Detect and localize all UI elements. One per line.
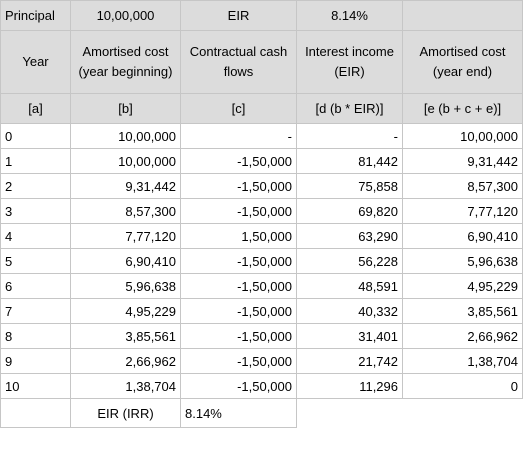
principal-row: Principal 10,00,000 EIR 8.14%: [0, 0, 523, 31]
year-cell: 10: [0, 373, 71, 399]
table-row: 1 10,00,000 -1,50,000 81,442 9,31,442: [0, 148, 523, 174]
interest-income-cell: 69,820: [296, 198, 403, 224]
amortised-end-cell: 7,77,120: [402, 198, 523, 224]
header-year: Year: [0, 30, 71, 94]
header-interest-income: Interest income (EIR): [296, 30, 403, 94]
year-cell: 1: [0, 148, 71, 174]
table-row: 8 3,85,561 -1,50,000 31,401 2,66,962: [0, 323, 523, 349]
amortised-begin-cell: 7,77,120: [70, 223, 181, 249]
year-cell: 0: [0, 123, 71, 149]
cash-flow-cell: -1,50,000: [180, 248, 297, 274]
principal-value: 10,00,000: [70, 0, 181, 31]
cash-flow-cell: -1,50,000: [180, 348, 297, 374]
interest-income-cell: 21,742: [296, 348, 403, 374]
amortised-end-cell: 6,90,410: [402, 223, 523, 249]
formula-c: [c]: [180, 93, 297, 124]
principal-row-empty-cell: [402, 0, 523, 31]
cash-flow-cell: -1,50,000: [180, 198, 297, 224]
year-cell: 3: [0, 198, 71, 224]
eir-value: 8.14%: [296, 0, 403, 31]
amortised-end-cell: 10,00,000: [402, 123, 523, 149]
amortised-begin-cell: 10,00,000: [70, 148, 181, 174]
amortised-begin-cell: 2,66,962: [70, 348, 181, 374]
eir-label: EIR: [180, 0, 297, 31]
interest-income-cell: 48,591: [296, 273, 403, 299]
interest-income-cell: 31,401: [296, 323, 403, 349]
header-contractual-cash-flows: Contractual cash flows: [180, 30, 297, 94]
year-cell: 8: [0, 323, 71, 349]
table-row: 6 5,96,638 -1,50,000 48,591 4,95,229: [0, 273, 523, 299]
formula-b: [b]: [70, 93, 181, 124]
amortised-end-cell: 5,96,638: [402, 248, 523, 274]
amortisation-table: Principal 10,00,000 EIR 8.14% Year Amort…: [0, 0, 523, 428]
year-cell: 6: [0, 273, 71, 299]
formula-d: [d (b * EIR)]: [296, 93, 403, 124]
cash-flow-cell: -1,50,000: [180, 373, 297, 399]
interest-income-cell: 11,296: [296, 373, 403, 399]
principal-label: Principal: [0, 0, 71, 31]
amortised-end-cell: 4,95,229: [402, 273, 523, 299]
interest-income-cell: 81,442: [296, 148, 403, 174]
interest-income-cell: 40,332: [296, 298, 403, 324]
cash-flow-cell: -1,50,000: [180, 273, 297, 299]
table-row: 7 4,95,229 -1,50,000 40,332 3,85,561: [0, 298, 523, 324]
amortised-end-cell: 3,85,561: [402, 298, 523, 324]
table-row: 3 8,57,300 -1,50,000 69,820 7,77,120: [0, 198, 523, 224]
amortised-begin-cell: 1,38,704: [70, 373, 181, 399]
amortised-begin-cell: 5,96,638: [70, 273, 181, 299]
table-row: 2 9,31,442 -1,50,000 75,858 8,57,300: [0, 173, 523, 199]
cash-flow-cell: -1,50,000: [180, 173, 297, 199]
table-row: 10 1,38,704 -1,50,000 11,296 0: [0, 373, 523, 399]
eir-footer-row: EIR (IRR) 8.14%: [0, 398, 523, 428]
table-row: 9 2,66,962 -1,50,000 21,742 1,38,704: [0, 348, 523, 374]
column-header-row: Year Amortised cost (year beginning) Con…: [0, 30, 523, 94]
amortised-begin-cell: 10,00,000: [70, 123, 181, 149]
cash-flow-cell: -1,50,000: [180, 148, 297, 174]
interest-income-cell: 56,228: [296, 248, 403, 274]
header-amortised-cost-end: Amortised cost (year end): [402, 30, 523, 94]
eir-irr-label: EIR (IRR): [70, 398, 181, 428]
formula-row: [a] [b] [c] [d (b * EIR)] [e (b + c + e)…: [0, 93, 523, 124]
amortised-begin-cell: 4,95,229: [70, 298, 181, 324]
amortised-end-cell: 0: [402, 373, 523, 399]
interest-income-cell: -: [296, 123, 403, 149]
year-cell: 5: [0, 248, 71, 274]
amortised-begin-cell: 9,31,442: [70, 173, 181, 199]
year-cell: 7: [0, 298, 71, 324]
eir-irr-value: 8.14%: [180, 398, 297, 428]
amortised-begin-cell: 8,57,300: [70, 198, 181, 224]
amortised-end-cell: 1,38,704: [402, 348, 523, 374]
amortised-begin-cell: 6,90,410: [70, 248, 181, 274]
header-amortised-cost-beginning: Amortised cost (year beginning): [70, 30, 181, 94]
amortised-begin-cell: 3,85,561: [70, 323, 181, 349]
table-row: 0 10,00,000- -10,00,000: [0, 123, 523, 149]
table-row: 5 6,90,410 -1,50,000 56,228 5,96,638: [0, 248, 523, 274]
table-row: 4 7,77,120 1,50,000 63,290 6,90,410: [0, 223, 523, 249]
cash-flow-cell: 1,50,000: [180, 223, 297, 249]
interest-income-cell: 63,290: [296, 223, 403, 249]
year-cell: 9: [0, 348, 71, 374]
formula-e: [e (b + c + e)]: [402, 93, 523, 124]
cash-flow-cell: -: [180, 123, 297, 149]
amortised-end-cell: 2,66,962: [402, 323, 523, 349]
cash-flow-cell: -1,50,000: [180, 298, 297, 324]
year-cell: 4: [0, 223, 71, 249]
footer-empty-cell: [0, 398, 71, 428]
cash-flow-cell: -1,50,000: [180, 323, 297, 349]
formula-a: [a]: [0, 93, 71, 124]
amortised-end-cell: 9,31,442: [402, 148, 523, 174]
interest-income-cell: 75,858: [296, 173, 403, 199]
year-cell: 2: [0, 173, 71, 199]
amortised-end-cell: 8,57,300: [402, 173, 523, 199]
